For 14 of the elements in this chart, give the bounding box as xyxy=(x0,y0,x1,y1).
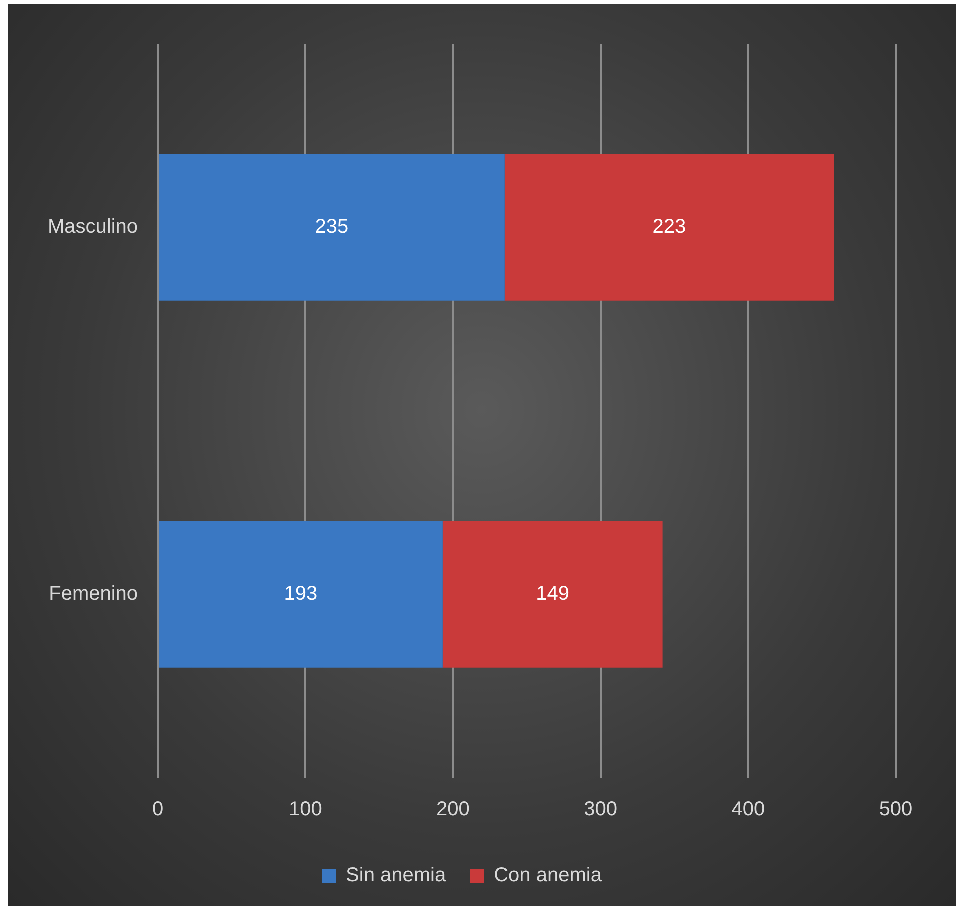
x-tick-label: 300 xyxy=(584,798,618,821)
data-label: 223 xyxy=(652,216,686,238)
data-label: 235 xyxy=(315,216,349,238)
x-tick-label: 400 xyxy=(732,798,766,821)
x-tick-label: 0 xyxy=(152,798,164,821)
x-tick-label: 200 xyxy=(436,798,470,821)
x-tick-label: 100 xyxy=(288,798,322,821)
y-tick-label: Femenino xyxy=(49,583,138,606)
data-label: 149 xyxy=(536,583,570,606)
legend-label: Sin anemia xyxy=(346,864,447,887)
y-tick-label: Masculino xyxy=(48,216,138,238)
data-label: 193 xyxy=(284,583,318,606)
legend-label: Con anemia xyxy=(494,864,603,887)
x-tick-label: 500 xyxy=(879,798,913,821)
